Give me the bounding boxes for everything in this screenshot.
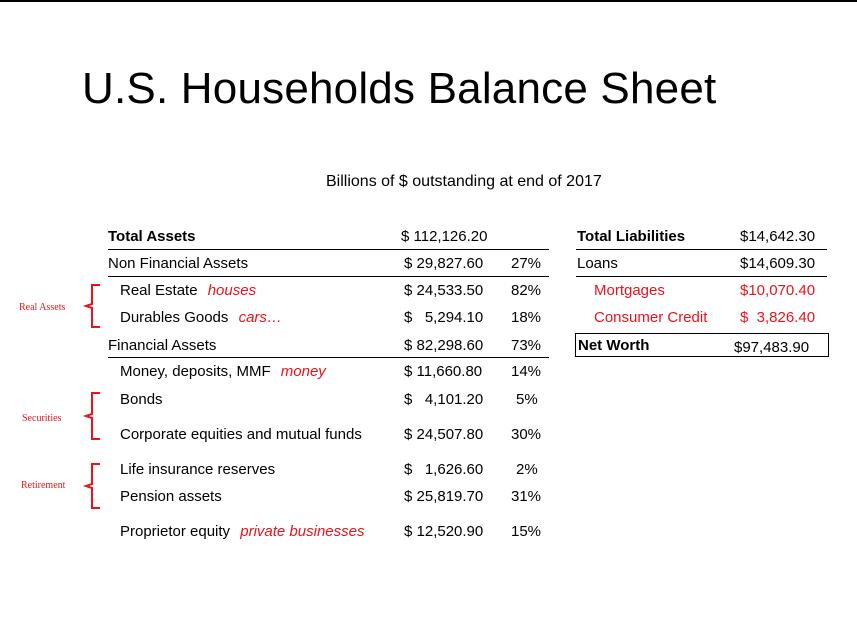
loans-rule: [576, 276, 827, 277]
pension-pct: 31%: [511, 488, 542, 505]
equities-pct: 30%: [511, 426, 542, 443]
real-estate-note: houses: [207, 282, 257, 299]
mortgages-amount: $10,070.40: [740, 282, 816, 299]
total-assets-label: Total Assets: [108, 228, 196, 245]
non-financial-rule: [108, 276, 549, 277]
durables-note: cars…: [238, 309, 282, 326]
durables-label: Durables Goods: [120, 309, 229, 326]
money-label: Money, deposits, MMF: [120, 363, 271, 380]
pension-label: Pension assets: [120, 488, 222, 505]
proprietor-label: Proprietor equity: [120, 523, 231, 540]
durables-amount: $ 5,294.10: [404, 309, 484, 326]
net-worth-label: Net Worth: [578, 337, 650, 354]
equities-label: Corporate equities and mutual funds: [120, 426, 362, 443]
financial-rule: [108, 357, 549, 358]
non-financial-assets-label: Non Financial Assets: [108, 255, 249, 272]
non-financial-assets-pct: 27%: [511, 255, 542, 272]
money-row: Money, deposits, MMF money: [120, 363, 326, 381]
total-liabilities-label: Total Liabilities: [577, 228, 686, 245]
total-assets-amount: $ 112,126.20: [401, 228, 488, 245]
non-financial-assets-amount: $ 29,827.60: [404, 255, 484, 272]
bonds-amount: $ 4,101.20: [404, 391, 484, 408]
net-worth-box: [575, 333, 829, 357]
units-subtitle: Billions of $ outstanding at end of 2017: [326, 173, 602, 190]
top-border-line: [0, 0, 857, 2]
proprietor-amount: $ 12,520.90: [404, 523, 484, 540]
real-assets-brace-icon: [82, 284, 100, 328]
money-pct: 14%: [511, 363, 542, 380]
proprietor-pct: 15%: [511, 523, 542, 540]
durables-row: Durables Goods cars…: [120, 309, 282, 327]
real-estate-pct: 82%: [511, 282, 542, 299]
life-insurance-pct: 2%: [516, 461, 538, 478]
real-estate-label: Real Estate: [120, 282, 198, 299]
durables-pct: 18%: [511, 309, 542, 326]
pension-amount: $ 25,819.70: [404, 488, 484, 505]
financial-assets-pct: 73%: [511, 337, 542, 354]
slide-title: U.S. Households Balance Sheet: [82, 64, 717, 113]
life-insurance-amount: $ 1,626.60: [404, 461, 484, 478]
total-liabilities-rule: [576, 249, 827, 250]
consumer-credit-amount: $ 3,826.40: [740, 309, 816, 326]
securities-side-label: Securities: [22, 413, 62, 424]
bonds-label: Bonds: [120, 391, 163, 408]
proprietor-note: private businesses: [240, 523, 365, 540]
loans-label: Loans: [577, 255, 618, 272]
equities-amount: $ 24,507.80: [404, 426, 484, 443]
real-estate-amount: $ 24,533.50: [404, 282, 484, 299]
total-assets-rule: [108, 249, 549, 250]
money-amount: $ 11,660.80: [404, 363, 483, 380]
real-estate-row: Real Estate houses: [120, 282, 256, 300]
bonds-pct: 5%: [516, 391, 538, 408]
money-note: money: [280, 363, 326, 380]
net-worth-amount: $97,483.90: [734, 339, 810, 356]
loans-amount: $14,609.30: [740, 255, 816, 272]
life-insurance-label: Life insurance reserves: [120, 461, 276, 478]
mortgages-label: Mortgages: [594, 282, 665, 299]
financial-assets-label: Financial Assets: [108, 337, 217, 354]
retirement-side-label: Retirement: [21, 480, 66, 491]
financial-assets-amount: $ 82,298.60: [404, 337, 484, 354]
total-liabilities-amount: $14,642.30: [740, 228, 816, 245]
proprietor-row: Proprietor equity private businesses: [120, 523, 364, 541]
consumer-credit-label: Consumer Credit: [594, 309, 708, 326]
retirement-brace-icon: [82, 463, 100, 509]
real-assets-side-label: Real Assets: [19, 302, 66, 313]
securities-brace-icon: [82, 392, 100, 440]
